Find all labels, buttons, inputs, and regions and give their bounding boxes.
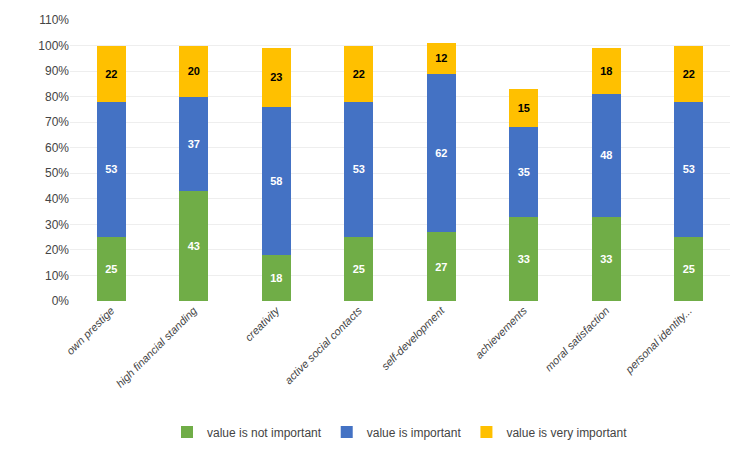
svg-text:53: 53	[683, 163, 695, 175]
svg-text:own prestige: own prestige	[64, 304, 117, 357]
svg-text:80%: 80%	[45, 90, 69, 104]
svg-text:0%: 0%	[52, 294, 70, 308]
svg-text:58: 58	[270, 175, 282, 187]
svg-text:30%: 30%	[45, 218, 69, 232]
svg-text:18: 18	[270, 272, 282, 284]
svg-text:22: 22	[353, 68, 365, 80]
svg-text:33: 33	[600, 253, 612, 265]
svg-text:70%: 70%	[45, 115, 69, 129]
svg-text:62: 62	[435, 147, 447, 159]
svg-text:50%: 50%	[45, 166, 69, 180]
svg-text:110%: 110%	[39, 13, 69, 27]
svg-text:35: 35	[518, 166, 530, 178]
svg-text:23: 23	[270, 71, 282, 83]
svg-text:27: 27	[435, 261, 447, 273]
svg-text:90%: 90%	[45, 64, 69, 78]
svg-text:12: 12	[435, 52, 447, 64]
svg-text:achievements: achievements	[473, 304, 530, 361]
svg-text:high financial standing: high financial standing	[114, 304, 200, 390]
svg-text:20: 20	[188, 65, 200, 77]
svg-text:100%: 100%	[38, 39, 69, 53]
svg-text:37: 37	[188, 138, 200, 150]
svg-text:40%: 40%	[45, 192, 69, 206]
svg-text:value is not important: value is not important	[207, 426, 322, 440]
svg-text:self-development: self-development	[379, 304, 447, 372]
svg-text:25: 25	[353, 263, 365, 275]
svg-text:43: 43	[188, 240, 200, 252]
svg-text:personal identity...: personal identity...	[622, 304, 694, 376]
svg-text:10%: 10%	[45, 269, 69, 283]
svg-text:active social contacts: active social contacts	[282, 304, 364, 386]
svg-text:value is very important: value is very important	[506, 426, 627, 440]
svg-text:15: 15	[518, 102, 530, 114]
svg-text:48: 48	[600, 149, 612, 161]
svg-text:25: 25	[683, 263, 695, 275]
svg-text:22: 22	[105, 68, 117, 80]
svg-text:33: 33	[518, 253, 530, 265]
svg-text:25: 25	[105, 263, 117, 275]
svg-text:20%: 20%	[45, 243, 69, 257]
svg-text:60%: 60%	[45, 141, 69, 155]
svg-text:creativity: creativity	[242, 303, 282, 343]
svg-text:18: 18	[600, 65, 612, 77]
svg-text:22: 22	[683, 68, 695, 80]
svg-text:53: 53	[105, 163, 117, 175]
svg-text:53: 53	[353, 163, 365, 175]
svg-text:value is important: value is important	[367, 426, 462, 440]
svg-text:moral satisfaction: moral satisfaction	[543, 304, 612, 373]
